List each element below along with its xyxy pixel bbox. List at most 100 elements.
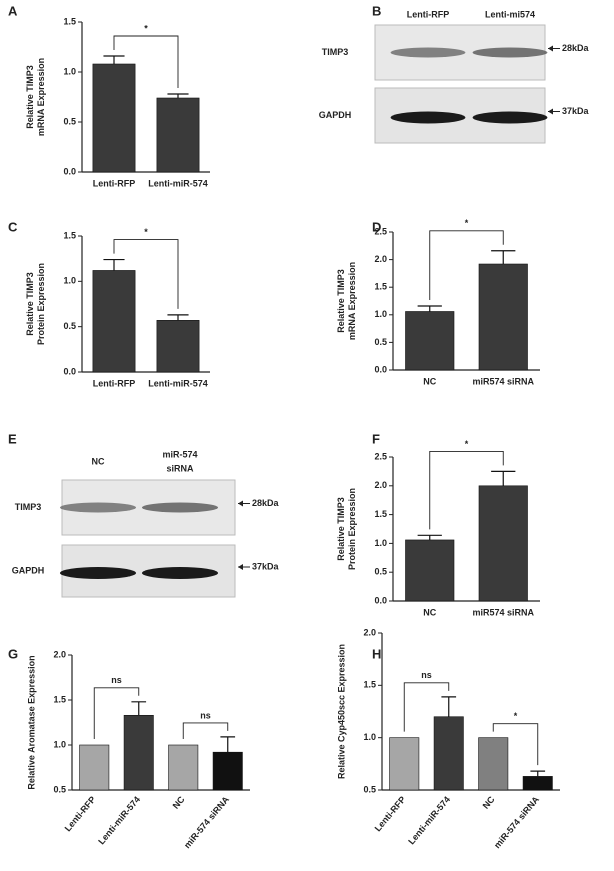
significance-label: ns bbox=[200, 710, 211, 720]
x-tick-label: Lenti-miR-574 bbox=[148, 378, 208, 388]
x-tick-label: Lenti-RFP bbox=[373, 794, 408, 833]
y-tick-label: 1.5 bbox=[63, 16, 76, 26]
error-bar bbox=[491, 250, 516, 265]
y-tick-label: 2.0 bbox=[53, 649, 66, 659]
y-tick-label: 2.0 bbox=[374, 254, 387, 264]
y-tick-label: 0.5 bbox=[374, 567, 387, 577]
y-tick-label: 1.5 bbox=[53, 694, 66, 704]
x-tick-label: Lenti-miR-574 bbox=[406, 794, 452, 846]
y-tick-label: 0.5 bbox=[363, 784, 376, 794]
band bbox=[472, 47, 548, 58]
y-axis-label: Relative TIMP3 bbox=[25, 65, 35, 129]
band bbox=[390, 111, 466, 124]
y-axis-label: Relative TIMP3 bbox=[336, 269, 346, 333]
error-bar bbox=[530, 770, 546, 777]
bar bbox=[478, 263, 528, 371]
significance-bracket bbox=[182, 722, 229, 739]
bar bbox=[405, 311, 455, 371]
x-tick-label: NC bbox=[171, 794, 187, 811]
panel-label: C bbox=[8, 219, 18, 234]
significance-bracket bbox=[93, 687, 140, 739]
panel-label: G bbox=[8, 646, 18, 661]
band bbox=[59, 502, 137, 513]
marker-label: 37kDa bbox=[252, 561, 280, 571]
y-tick-label: 1.0 bbox=[53, 739, 66, 749]
x-tick-label: NC bbox=[481, 794, 497, 811]
error-bar bbox=[417, 534, 442, 540]
column-label: Lenti-RFP bbox=[407, 9, 450, 19]
bar bbox=[156, 97, 200, 173]
y-axis-label: Protein Expression bbox=[347, 488, 357, 570]
row-label: GAPDH bbox=[319, 110, 352, 120]
band bbox=[390, 47, 466, 58]
band bbox=[59, 567, 137, 579]
bar bbox=[123, 714, 154, 791]
significance-label: * bbox=[144, 227, 148, 237]
y-tick-label: 0.0 bbox=[63, 166, 76, 176]
bar bbox=[478, 737, 509, 791]
error-bar bbox=[167, 93, 189, 98]
column-label: NC bbox=[92, 456, 105, 466]
significance-bracket bbox=[429, 450, 504, 530]
panel-label: F bbox=[372, 431, 380, 446]
y-tick-label: 1.0 bbox=[374, 309, 387, 319]
y-tick-label: 2.5 bbox=[374, 226, 387, 236]
panel-label: E bbox=[8, 431, 17, 446]
y-tick-label: 1.5 bbox=[374, 282, 387, 292]
y-tick-label: 0.5 bbox=[374, 337, 387, 347]
error-bar bbox=[417, 305, 442, 312]
y-axis-label: Relative TIMP3 bbox=[25, 272, 35, 336]
y-tick-label: 2.5 bbox=[374, 451, 387, 461]
band bbox=[472, 111, 548, 124]
x-tick-label: Lenti-miR-574 bbox=[148, 178, 208, 188]
y-tick-label: 0.5 bbox=[63, 321, 76, 331]
marker-label: 28kDa bbox=[562, 43, 590, 53]
y-tick-label: 1.5 bbox=[374, 509, 387, 519]
bar bbox=[212, 751, 243, 791]
y-tick-label: 0.0 bbox=[374, 595, 387, 605]
arrow-head bbox=[238, 500, 243, 507]
y-axis-label: Relative Aromatase Expression bbox=[26, 655, 36, 789]
error-bar bbox=[441, 696, 457, 717]
y-tick-label: 0.5 bbox=[63, 116, 76, 126]
panel-label: H bbox=[372, 646, 381, 661]
x-tick-label: miR574 siRNA bbox=[472, 376, 534, 386]
significance-bracket bbox=[113, 35, 179, 88]
y-tick-label: 2.0 bbox=[374, 480, 387, 490]
bar bbox=[478, 485, 528, 602]
bar bbox=[522, 776, 553, 791]
significance-bracket bbox=[492, 723, 539, 766]
arrow-head bbox=[548, 108, 553, 115]
panel-label: A bbox=[8, 3, 18, 18]
x-tick-label: miR-574 siRNA bbox=[182, 794, 231, 850]
significance-bracket bbox=[113, 239, 179, 309]
significance-label: * bbox=[144, 23, 148, 33]
marker-label: 28kDa bbox=[252, 498, 280, 508]
y-tick-label: 0.0 bbox=[374, 364, 387, 374]
bar bbox=[168, 744, 199, 791]
bar bbox=[79, 744, 110, 791]
y-axis-label: mRNA Expression bbox=[347, 262, 357, 340]
error-bar bbox=[220, 736, 236, 753]
y-tick-label: 1.0 bbox=[363, 732, 376, 742]
y-tick-label: 1.5 bbox=[63, 230, 76, 240]
panel-label: B bbox=[372, 3, 381, 18]
bar bbox=[389, 737, 420, 791]
arrow-head bbox=[238, 564, 243, 570]
y-axis-label: mRNA Expression bbox=[36, 58, 46, 136]
row-label: TIMP3 bbox=[15, 502, 42, 512]
column-label: miR-574 bbox=[162, 449, 197, 459]
row-label: GAPDH bbox=[12, 565, 45, 575]
error-bar bbox=[103, 55, 125, 64]
significance-label: * bbox=[465, 218, 469, 228]
y-tick-label: 1.5 bbox=[363, 680, 376, 690]
band bbox=[141, 567, 219, 579]
x-tick-label: Lenti-miR-574 bbox=[96, 794, 142, 846]
bar bbox=[92, 63, 136, 173]
y-tick-label: 0.5 bbox=[53, 784, 66, 794]
x-tick-label: NC bbox=[423, 376, 436, 386]
y-tick-label: 0.0 bbox=[63, 366, 76, 376]
error-bar bbox=[103, 258, 125, 271]
y-axis-label: Protein Expression bbox=[36, 263, 46, 345]
